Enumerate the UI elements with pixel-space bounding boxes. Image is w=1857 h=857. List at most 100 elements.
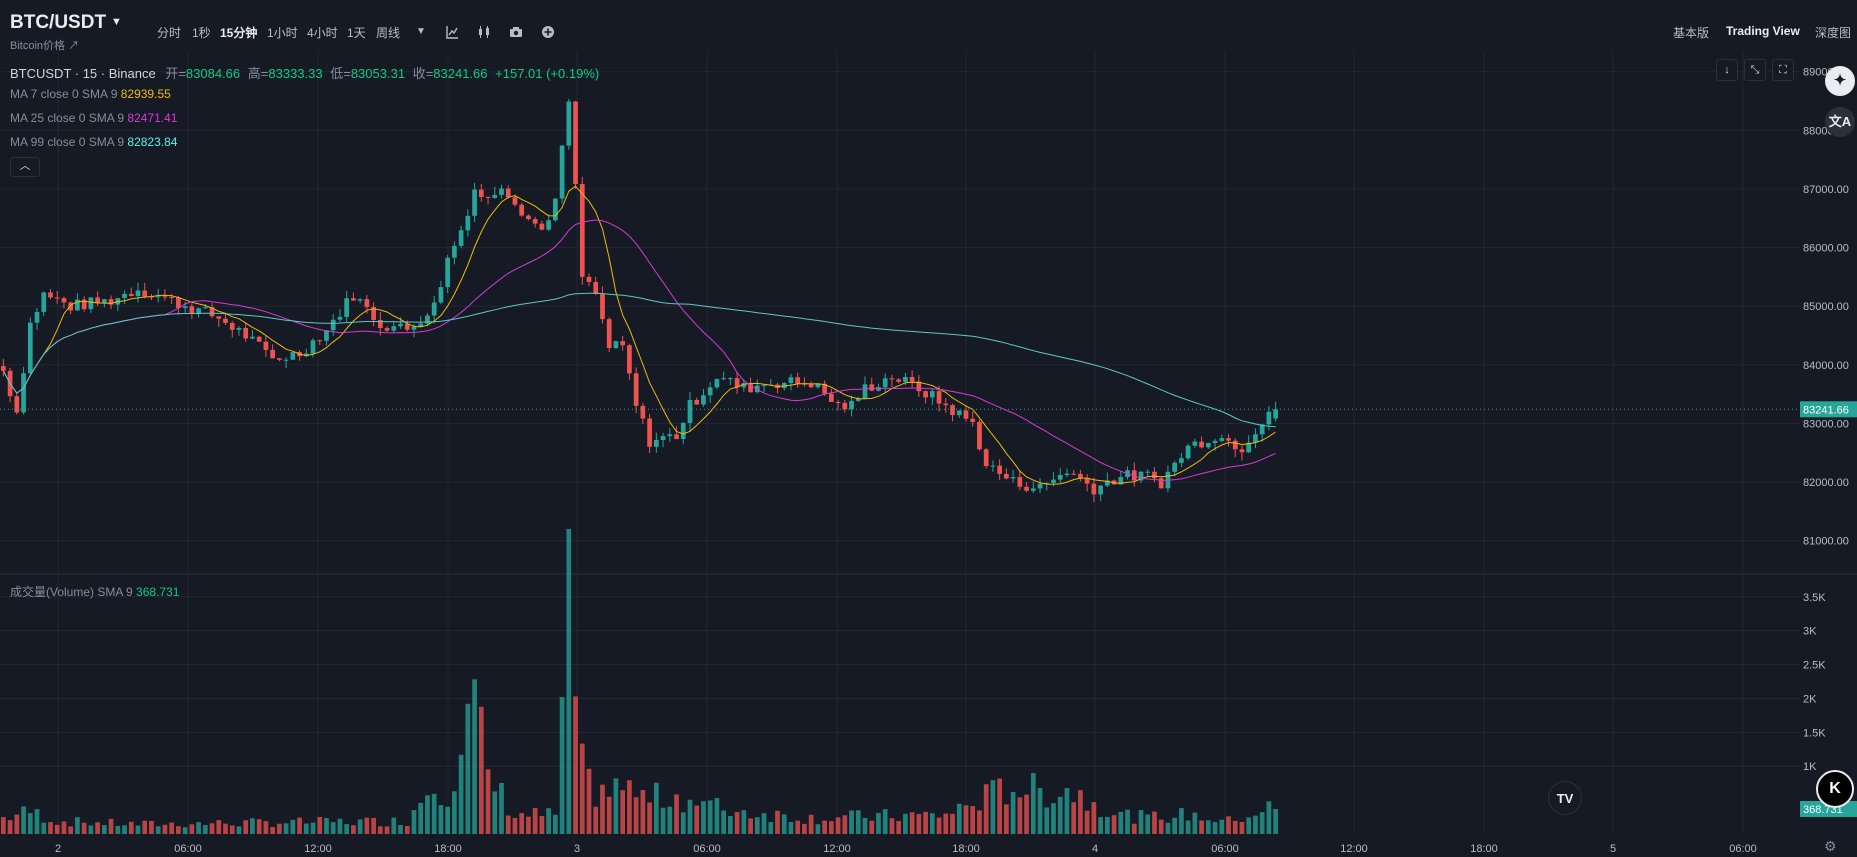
translate-icon[interactable]: 文A <box>1825 107 1855 137</box>
timeframe-more-chevron-icon[interactable]: ▼ <box>416 26 426 37</box>
candle-body <box>606 319 612 349</box>
candle-body <box>600 293 605 320</box>
legend-ma25-row[interactable]: MA 25 close 0 SMA 9 82471.41 <box>10 111 177 125</box>
candle-body <box>458 230 464 246</box>
volume-legend-value: 368.731 <box>136 585 180 599</box>
candle-body <box>822 383 827 394</box>
candle-body <box>734 378 740 388</box>
volume-bar <box>209 823 215 834</box>
timeframe-1w[interactable]: 周线 <box>376 26 401 40</box>
volume-bar <box>815 824 821 834</box>
candle-body <box>1104 480 1110 486</box>
candle-body <box>425 315 430 324</box>
settings-icon[interactable]: ⚙ <box>1824 838 1837 854</box>
ai-assistant-icon[interactable]: ✦ <box>1825 66 1855 96</box>
candle-body <box>229 322 235 330</box>
volume-bar <box>1179 808 1184 834</box>
candle-body <box>842 402 848 410</box>
candle-body <box>142 290 148 297</box>
timeframe-4h[interactable]: 4小时 <box>307 26 338 40</box>
collapse-icon[interactable]: ⤡ <box>1744 59 1766 81</box>
volume-bar <box>802 823 807 834</box>
volume-bar <box>485 769 491 834</box>
download-icon[interactable]: ↓ <box>1716 59 1738 81</box>
legend-high-value: 83333.33 <box>268 66 323 81</box>
volume-bar <box>1004 804 1009 834</box>
view-tradingview-link[interactable]: Trading View <box>1726 24 1800 38</box>
chevron-down-icon[interactable]: ▼ <box>111 16 122 28</box>
view-depth-link[interactable]: 深度图 <box>1815 26 1852 40</box>
tradingview-logo-icon[interactable]: TV <box>1548 781 1582 815</box>
candle-body <box>512 197 518 205</box>
volume-bar <box>216 820 222 834</box>
candle-body <box>1158 478 1164 489</box>
view-basic-link[interactable]: 基本版 <box>1673 26 1710 40</box>
candle-body <box>1152 471 1157 479</box>
candle-body <box>169 297 175 299</box>
camera-icon[interactable] <box>509 25 523 39</box>
indicator-icon[interactable] <box>445 25 459 39</box>
volume-bar <box>882 809 888 834</box>
candle-body <box>741 383 747 388</box>
volume-bar <box>404 825 410 834</box>
candle-body <box>196 308 201 314</box>
candle-body <box>579 183 585 277</box>
volume-bar <box>1192 812 1198 834</box>
candle-body <box>128 293 134 297</box>
candle-body <box>552 198 558 221</box>
legend-ma99-row[interactable]: MA 99 close 0 SMA 9 82823.84 <box>10 135 177 149</box>
candle-body <box>1179 458 1184 463</box>
time-tick-label: 06:00 <box>174 843 202 855</box>
volume-bar <box>1064 788 1070 834</box>
volume-bar <box>795 820 801 834</box>
volume-bar <box>741 810 747 834</box>
volume-bar <box>41 822 47 834</box>
candle-body <box>68 302 74 311</box>
volume-bar <box>68 826 74 834</box>
timeframe-1s[interactable]: 1秒 <box>192 26 211 40</box>
volume-bar <box>1 817 6 834</box>
timeframe-1d[interactable]: 1天 <box>347 26 366 40</box>
candle-body <box>788 377 794 383</box>
volume-bar <box>1104 816 1110 834</box>
candle-body <box>505 188 511 198</box>
candle-body <box>1266 411 1272 425</box>
price-chart[interactable]: 89000.0088000.0087000.0086000.0085000.00… <box>0 52 1857 857</box>
volume-bar <box>1017 797 1023 834</box>
candle-body <box>1 366 6 371</box>
candle-body <box>573 101 578 184</box>
candle-body <box>344 298 350 317</box>
candle-body <box>936 391 942 404</box>
symbol-title[interactable]: BTC/USDT <box>10 12 107 33</box>
volume-bar <box>1158 819 1164 834</box>
candle-body <box>1226 438 1231 441</box>
plus-icon[interactable] <box>541 25 555 39</box>
collapse-legend-button[interactable]: ︿ <box>10 157 40 177</box>
symbol-subtitle[interactable]: Bitcoin价格 ↗ <box>10 40 80 52</box>
timeframe-15m[interactable]: 15分钟 <box>220 26 258 40</box>
volume-bar <box>1098 817 1103 834</box>
candle-body <box>445 257 451 288</box>
timeframe-1h[interactable]: 1小时 <box>267 26 298 40</box>
candle-body <box>916 381 922 392</box>
volume-bar <box>425 795 430 834</box>
volume-bar <box>512 817 518 834</box>
volume-bar <box>519 813 525 834</box>
legend-ma7-row[interactable]: MA 7 close 0 SMA 9 82939.55 <box>10 87 171 101</box>
legend-open-label: 开= <box>165 66 186 81</box>
candle-body <box>162 296 168 298</box>
volume-bar <box>903 813 908 834</box>
chart-type-icon[interactable] <box>477 25 491 39</box>
volume-bar <box>728 816 733 834</box>
volume-bar <box>101 825 107 834</box>
fullscreen-icon[interactable]: ⛶ <box>1772 59 1794 81</box>
candle-body <box>532 219 538 224</box>
candle-body <box>956 410 962 416</box>
price-tick-label: 88000.00 <box>1803 125 1849 137</box>
timeframe-tick[interactable]: 分时 <box>157 26 182 40</box>
candle-body <box>640 405 646 419</box>
candle-body <box>849 400 854 410</box>
k-badge-icon[interactable]: K <box>1816 770 1854 808</box>
volume-bar <box>963 805 969 834</box>
volume-legend: 成交量(Volume) SMA 9 368.731 <box>10 583 179 600</box>
